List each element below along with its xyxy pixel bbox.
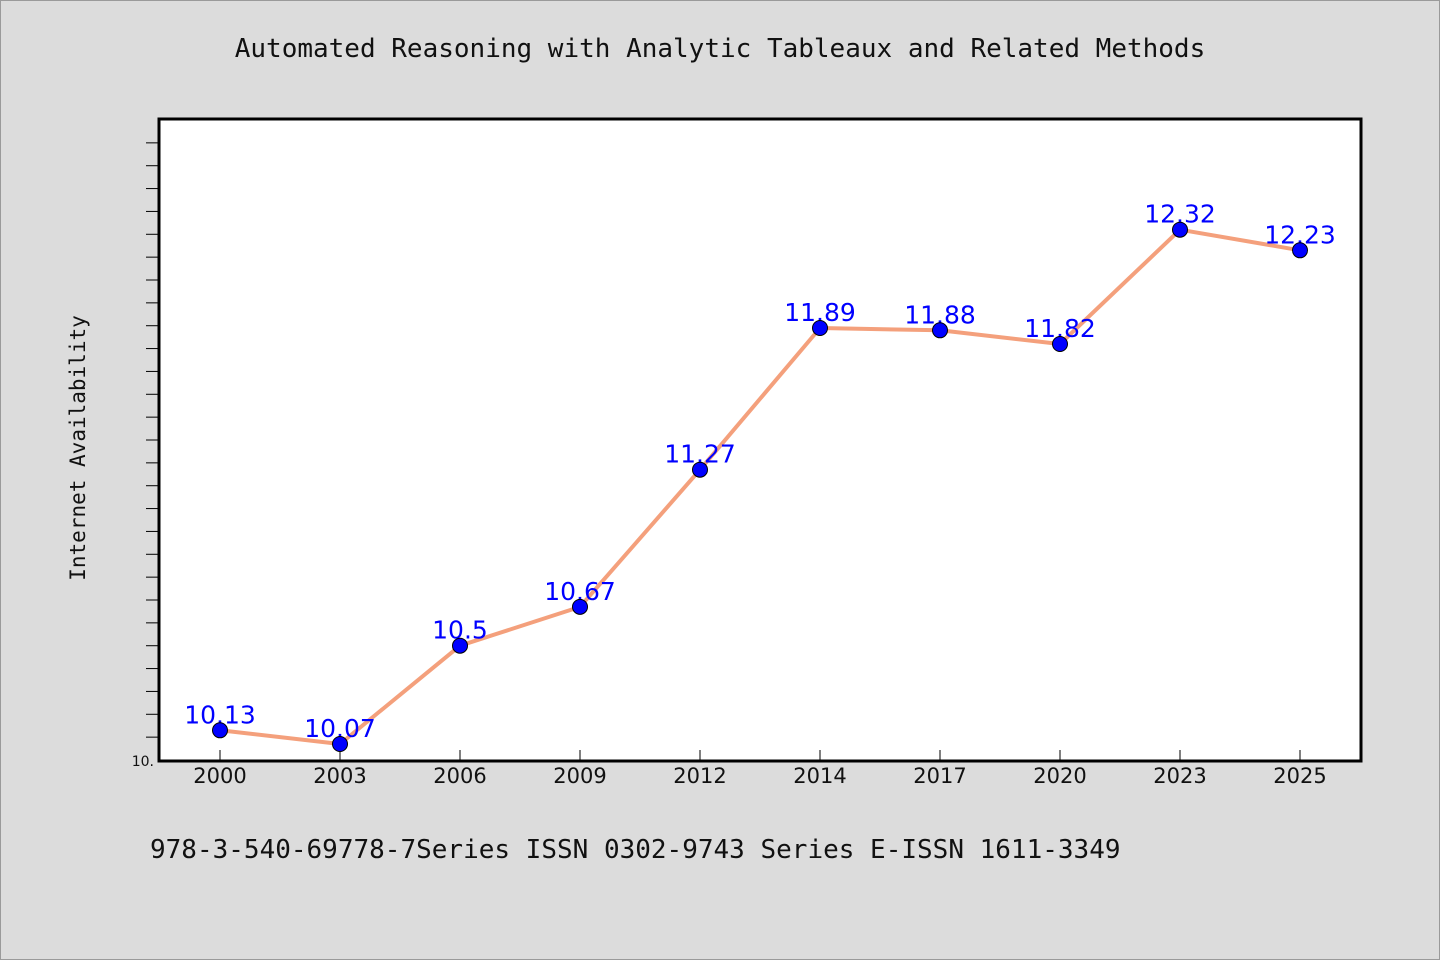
plot-area: [157, 117, 1363, 763]
data-point: [812, 320, 828, 336]
x-tick-label: 2023: [1153, 764, 1206, 788]
y-min-tick-label: 10.: [132, 754, 154, 770]
x-tick-label: 2000: [193, 764, 246, 788]
data-point: [1172, 221, 1188, 238]
x-tick-label: 2009: [553, 764, 606, 788]
footer-text: 978-3-540-69778-7Series ISSN 0302-9743 S…: [150, 835, 1121, 865]
data-point: [932, 322, 948, 339]
data-point: [332, 736, 348, 752]
data-point: [452, 637, 468, 654]
x-ticks: 2000 2003 2006 2009 2012 2014 2017 2020 2023 2025: [193, 750, 1327, 788]
x-tick-label: 2006: [433, 764, 486, 788]
data-point: [212, 722, 228, 739]
x-tick-label: 2020: [1033, 764, 1086, 788]
y-ticks: [146, 142, 158, 738]
data-point: [692, 461, 708, 478]
data-point: [1052, 336, 1068, 352]
data-point: [1292, 242, 1308, 259]
series-line: [218, 227, 1302, 746]
data-point: [572, 598, 588, 615]
x-tick-label: 2025: [1273, 764, 1326, 788]
x-tick-label: 2014: [793, 764, 846, 788]
chart-title: Automated Reasoning with Analytic Tablea…: [234, 34, 1206, 64]
x-tick-label: 2012: [673, 764, 726, 788]
x-tick-label: 2017: [913, 764, 966, 788]
x-tick-label: 2003: [313, 764, 366, 788]
